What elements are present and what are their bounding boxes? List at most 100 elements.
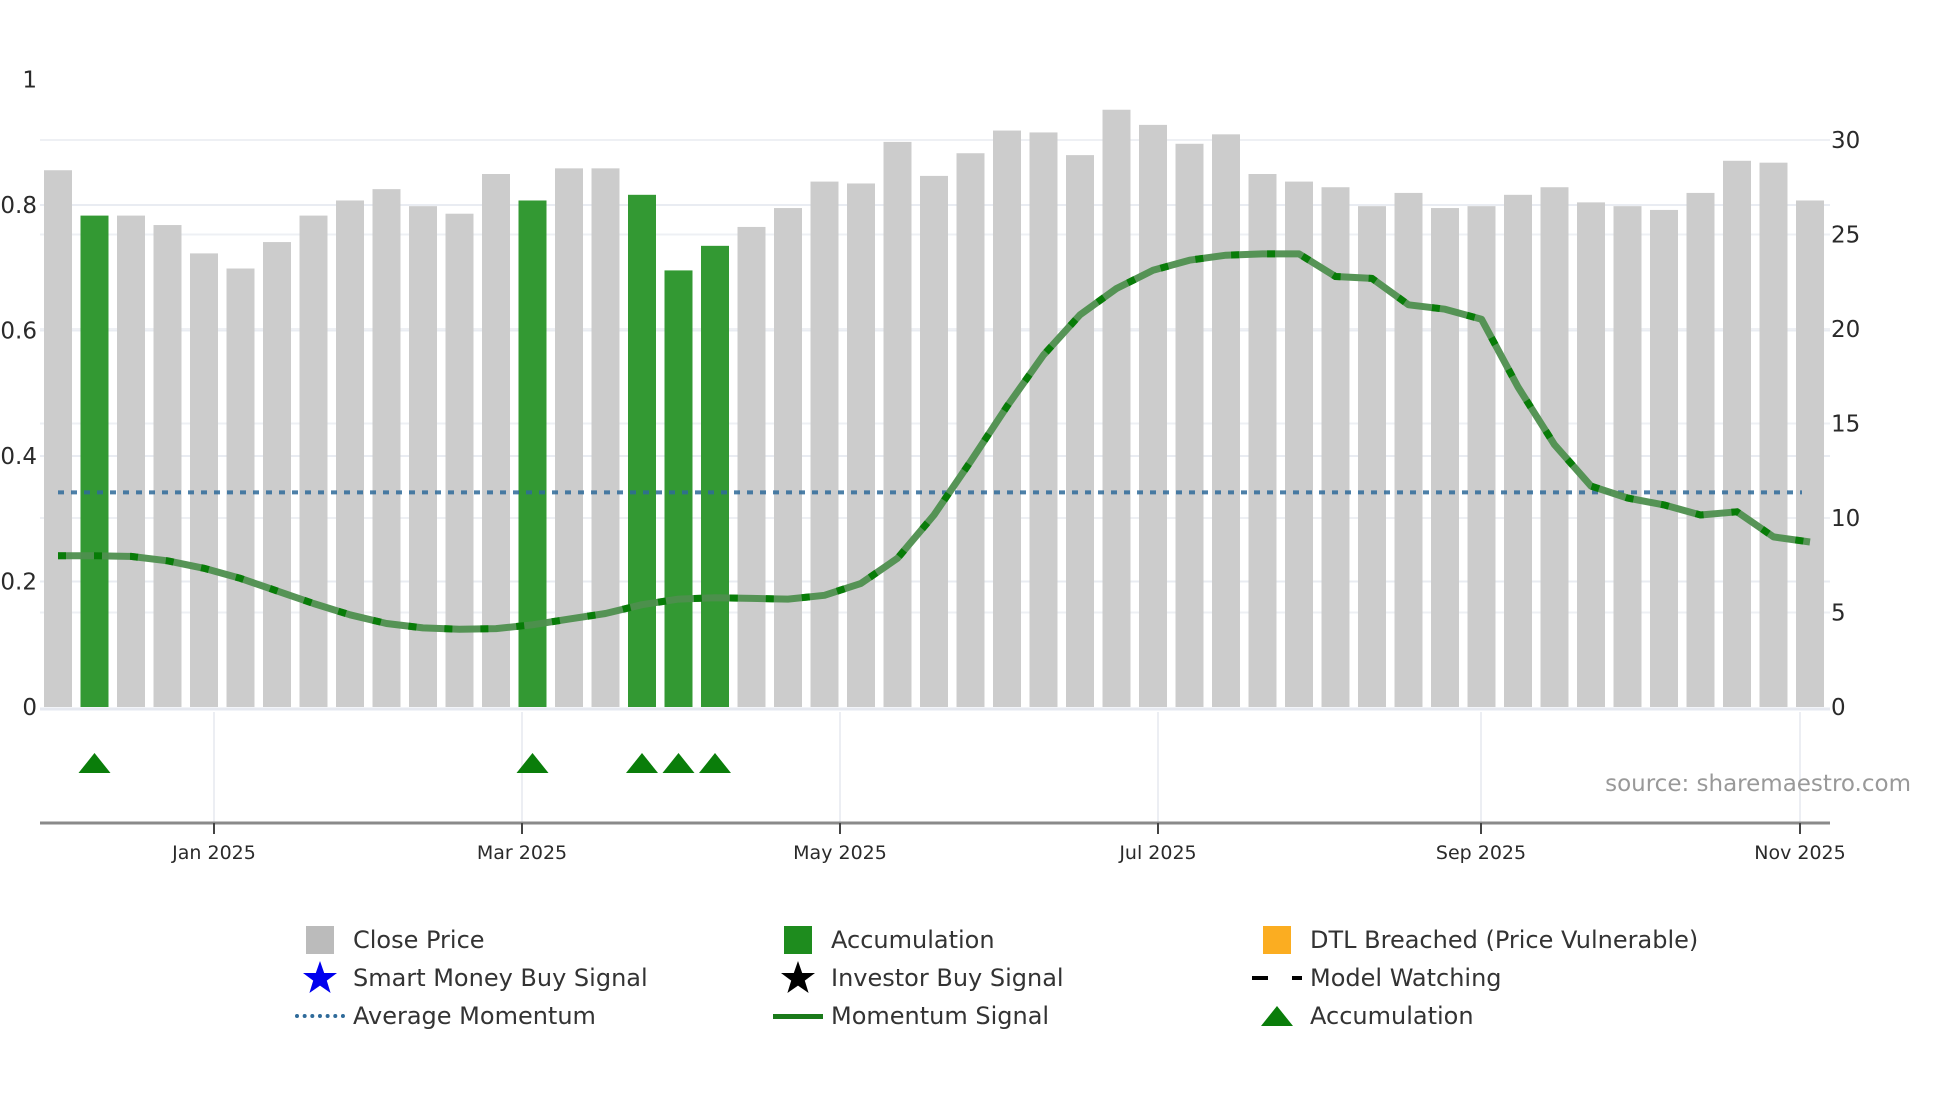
right-tick-label: 20 xyxy=(1831,317,1860,343)
right-y-axis: 0 5 10 15 20 25 30 xyxy=(1831,128,1860,721)
legend-label: Close Price xyxy=(353,926,485,954)
legend-item-close-price[interactable]: Close Price xyxy=(306,922,485,958)
close-price-bar xyxy=(591,168,620,708)
left-y-axis: 0 0.2 0.4 0.6 0.8 1 xyxy=(0,68,37,722)
close-price-bar xyxy=(1212,134,1240,707)
legend-item-dtl-breached[interactable]: DTL Breached (Price Vulnerable) xyxy=(1263,922,1699,958)
x-tick-label: Sep 2025 xyxy=(1436,842,1526,864)
close-price-bar xyxy=(737,226,766,707)
close-price-bar xyxy=(1394,192,1423,708)
close-price-bar xyxy=(1796,200,1824,708)
close-price-bar xyxy=(1504,194,1532,707)
square-icon xyxy=(773,922,823,958)
close-price-bar xyxy=(226,268,255,707)
left-tick-label: 0 xyxy=(22,695,37,721)
dashed-line-icon xyxy=(1252,960,1302,996)
close-price-bar xyxy=(1431,208,1459,708)
close-price-bar xyxy=(445,213,474,707)
right-tick-label: 0 xyxy=(1831,695,1846,721)
close-price-bar xyxy=(883,141,912,707)
accumulation-triangle-icon xyxy=(78,753,111,773)
accumulation-triangle-icon xyxy=(699,753,731,773)
close-price-bar xyxy=(409,206,437,707)
accumulation-triangle-icon xyxy=(626,753,658,773)
legend-item-accumulation-marker[interactable]: Accumulation xyxy=(1261,998,1474,1034)
legend-label: DTL Breached (Price Vulnerable) xyxy=(1310,926,1699,954)
close-price-bar xyxy=(1759,162,1788,707)
close-price-bar xyxy=(1358,206,1386,707)
close-price-bar xyxy=(1285,181,1313,707)
left-tick-label: 0.6 xyxy=(0,319,37,345)
legend-label: Momentum Signal xyxy=(831,1002,1050,1030)
close-price-bar xyxy=(44,170,72,708)
source-annotation: source: sharemaestro.com xyxy=(1605,771,1911,797)
close-price-bar xyxy=(1139,124,1167,707)
legend-label: Smart Money Buy Signal xyxy=(353,964,648,992)
close-price-bar xyxy=(1066,155,1094,707)
x-tick-label: Jul 2025 xyxy=(1118,842,1196,864)
star-icon xyxy=(295,960,345,996)
left-tick-label: 1 xyxy=(22,68,37,94)
left-tick-label: 0.8 xyxy=(0,193,37,219)
accumulation-bar xyxy=(518,200,547,708)
x-tick-label: Nov 2025 xyxy=(1754,842,1845,864)
accumulation-bar xyxy=(628,194,656,707)
close-price-bar xyxy=(1321,187,1350,707)
legend-label: Average Momentum xyxy=(353,1002,596,1030)
close-price-bar xyxy=(1613,206,1642,707)
momentum-signal-line xyxy=(58,250,1811,633)
close-price-bar xyxy=(263,242,291,707)
close-price-bar xyxy=(774,208,802,708)
close-price-bar xyxy=(1723,160,1751,708)
close-price-bar xyxy=(1029,132,1058,707)
close-price-bar xyxy=(1650,209,1678,707)
star-icon xyxy=(773,960,823,996)
accumulation-bar xyxy=(80,215,109,707)
close-price-bars xyxy=(44,109,1824,708)
square-icon xyxy=(1252,922,1302,958)
legend-item-accumulation-bar[interactable]: Accumulation xyxy=(784,922,995,958)
legend-label: Accumulation xyxy=(831,926,995,954)
x-tick-label: May 2025 xyxy=(793,842,887,864)
x-tick-label: Mar 2025 xyxy=(477,842,567,864)
legend-item-momentum-signal[interactable]: Momentum Signal xyxy=(773,998,1050,1034)
close-price-bar xyxy=(1467,206,1496,707)
accumulation-triangle-icon xyxy=(662,753,695,773)
left-tick-label: 0.4 xyxy=(0,444,37,470)
close-price-bar xyxy=(956,153,985,708)
triangle-icon xyxy=(1252,998,1302,1034)
close-price-bar xyxy=(555,168,583,708)
legend-item-average-momentum[interactable]: Average Momentum xyxy=(295,998,596,1034)
legend-label: Accumulation xyxy=(1310,1002,1474,1030)
close-price-bar xyxy=(117,215,145,707)
close-price-bar xyxy=(299,215,328,707)
accumulation-bar xyxy=(664,270,693,707)
left-tick-label: 0.2 xyxy=(0,570,37,596)
solid-line-icon xyxy=(773,998,823,1034)
right-tick-label: 5 xyxy=(1831,601,1846,627)
close-price-bar xyxy=(1686,192,1715,708)
legend-item-smart-money-buy-signal[interactable]: Smart Money Buy Signal xyxy=(303,960,648,996)
accumulation-markers xyxy=(78,753,731,773)
close-price-bar xyxy=(920,175,948,707)
legend-label: Model Watching xyxy=(1310,964,1502,992)
legend-item-model-watching[interactable]: Model Watching xyxy=(1252,960,1502,996)
close-price-bar xyxy=(1175,143,1204,707)
close-price-bar xyxy=(1577,202,1605,707)
close-price-bar xyxy=(1102,109,1131,707)
accumulation-triangle-icon xyxy=(516,753,549,773)
legend-label: Investor Buy Signal xyxy=(831,964,1064,992)
right-tick-label: 15 xyxy=(1831,412,1860,438)
x-tick-label: Jan 2025 xyxy=(171,842,256,864)
close-price-bar xyxy=(810,181,839,707)
x-axis: Jan 2025 Mar 2025 May 2025 Jul 2025 Sep 2025… xyxy=(40,821,1846,864)
close-price-bar xyxy=(482,174,510,707)
close-price-bar xyxy=(1248,174,1277,707)
close-price-bar xyxy=(190,253,218,707)
right-tick-label: 30 xyxy=(1831,128,1860,154)
close-price-bar xyxy=(153,225,182,708)
close-price-bar xyxy=(847,183,875,708)
legend-item-investor-buy-signal[interactable]: Investor Buy Signal xyxy=(781,960,1064,996)
